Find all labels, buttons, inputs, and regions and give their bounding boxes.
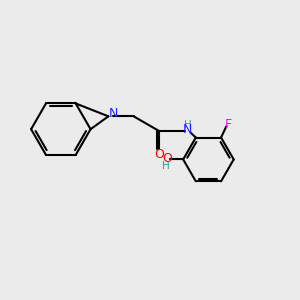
Text: H: H	[184, 120, 191, 130]
Text: O: O	[154, 148, 164, 161]
Text: N: N	[183, 123, 192, 136]
Text: N: N	[109, 107, 119, 120]
Text: O: O	[162, 152, 172, 165]
Text: F: F	[225, 118, 232, 131]
Text: H: H	[162, 161, 170, 171]
